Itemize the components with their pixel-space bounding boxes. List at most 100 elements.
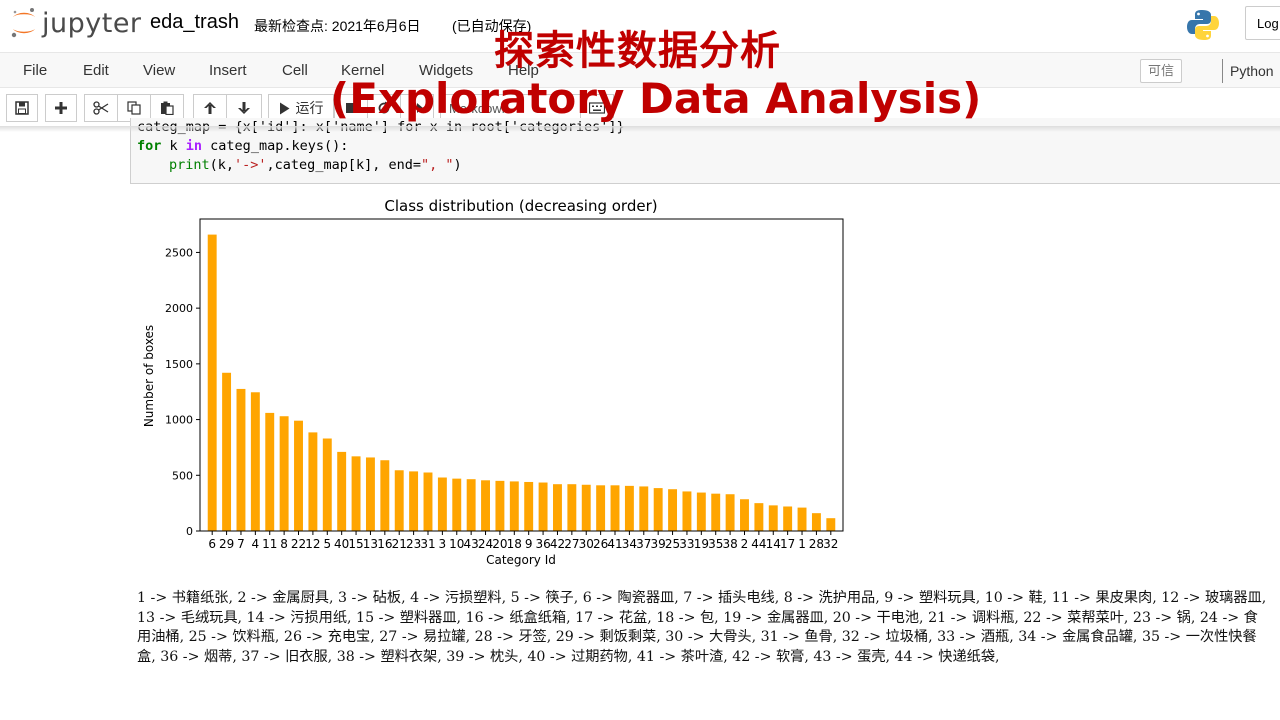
save-button[interactable] <box>6 94 38 122</box>
copy-button[interactable] <box>117 94 151 122</box>
x-axis-label: Category Id <box>486 553 556 567</box>
jupyter-logo[interactable]: jupyter <box>10 6 142 40</box>
arrow-up-icon <box>204 102 216 114</box>
x-tick-label: 23 <box>406 537 421 551</box>
jupyter-logo-text: jupyter <box>42 7 142 39</box>
bar-37 <box>639 486 649 531</box>
restart-icon <box>378 101 390 114</box>
arrow-down-icon <box>238 102 250 114</box>
overlay-subtitle: (Exploratory Data Analysis) <box>330 74 982 123</box>
bar-34 <box>624 485 634 531</box>
paste-icon <box>161 101 174 115</box>
paste-button[interactable] <box>150 94 184 122</box>
play-icon <box>279 102 289 114</box>
y-tick-label: 2000 <box>165 302 193 315</box>
insert-cell-button[interactable] <box>45 94 77 122</box>
menubar: File Edit View Insert Cell Kernel Widget… <box>0 52 1280 88</box>
bar-10 <box>452 478 462 531</box>
bar-28 <box>811 513 821 531</box>
bar-6 <box>207 234 217 531</box>
x-tick-label: 35 <box>708 537 723 551</box>
plus-icon <box>55 102 67 114</box>
cut-button[interactable] <box>84 94 118 122</box>
python-logo-icon <box>1187 10 1219 40</box>
menu-widgets[interactable]: Widgets <box>419 62 474 79</box>
logout-button[interactable]: Log <box>1245 6 1280 40</box>
menu-view[interactable]: View <box>143 62 176 79</box>
bar-7 <box>236 388 246 531</box>
bar-3 <box>437 477 447 531</box>
checkpoint-status: 最新检查点: 2021年6月6日 <box>254 18 421 34</box>
x-tick-label: 3 <box>439 537 447 551</box>
y-tick-label: 0 <box>186 525 193 538</box>
x-tick-label: 29 <box>219 537 234 551</box>
y-tick-label: 1500 <box>165 358 193 371</box>
plot-frame <box>199 218 844 532</box>
menu-help[interactable]: Help <box>508 62 539 79</box>
notebook-name[interactable]: eda_trash <box>150 11 239 33</box>
keyboard-icon <box>589 102 605 114</box>
bar-39 <box>653 488 663 531</box>
y-axis-label: Number of boxes <box>142 325 156 427</box>
code-text: ) <box>453 157 462 173</box>
x-tick-label: 10 <box>449 537 464 551</box>
x-tick-label: 43 <box>464 537 479 551</box>
y-tick-label: 1000 <box>165 414 193 427</box>
kernel-indicator[interactable]: Python <box>1222 59 1274 83</box>
run-button[interactable]: 运行 <box>268 94 334 122</box>
x-tick-label: 44 <box>751 537 766 551</box>
x-tick-label: 16 <box>377 537 392 551</box>
x-tick-label: 27 <box>564 537 579 551</box>
x-tick-label: 33 <box>679 537 694 551</box>
bar-42 <box>553 484 562 531</box>
x-tick-label: 18 <box>507 537 522 551</box>
x-tick-label: 21 <box>392 537 407 551</box>
code-string: '->' <box>234 157 267 173</box>
bar-27 <box>567 484 577 531</box>
bar-44 <box>754 503 764 531</box>
trusted-indicator[interactable]: 可信 <box>1140 59 1182 83</box>
bar-8 <box>279 416 289 531</box>
x-tick-label: 31 <box>420 537 435 551</box>
x-tick-label: 13 <box>363 537 378 551</box>
bar-9 <box>524 481 534 531</box>
bar-23 <box>409 471 419 531</box>
x-tick-label: 9 <box>525 537 533 551</box>
bar-19 <box>696 492 706 531</box>
bar-30 <box>581 484 591 531</box>
menu-cell[interactable]: Cell <box>282 62 308 79</box>
code-text: ,categ_map[k], end= <box>266 157 421 173</box>
x-tick-label: 7 <box>237 537 245 551</box>
menu-kernel[interactable]: Kernel <box>341 62 385 79</box>
y-ticks-group: 0 500 1000 1500 2000 2500 <box>165 246 200 538</box>
x-tick-label: 41 <box>607 537 622 551</box>
chart-output: Class distribution (decreasing order) Ca… <box>138 192 850 568</box>
y-tick-label: 2500 <box>165 246 193 259</box>
code-keyword-in: in <box>185 138 203 154</box>
command-palette-button[interactable] <box>580 94 614 122</box>
menu-insert[interactable]: Insert <box>209 62 247 79</box>
x-tick-label: 42 <box>550 537 565 551</box>
restart-run-all-button[interactable] <box>400 94 434 122</box>
save-icon <box>15 101 29 115</box>
x-tick-label: 24 <box>478 537 493 551</box>
code-text: k <box>161 138 186 154</box>
bar-chart: Class distribution (decreasing order) Ca… <box>142 197 844 567</box>
bar-26 <box>596 485 606 531</box>
bar-4 <box>250 392 260 531</box>
code-string: ", " <box>420 157 454 173</box>
x-tick-label: 36 <box>535 537 550 551</box>
bar-38 <box>725 494 735 531</box>
cell-type-select[interactable]: Markdown <box>440 94 590 122</box>
code-line-2: for k in categ_map.keys(): <box>137 138 348 154</box>
x-tick-label: 19 <box>694 537 709 551</box>
menu-file[interactable]: File <box>23 62 48 79</box>
overlay-title: 探索性数据分析 <box>494 28 781 74</box>
move-down-button[interactable] <box>226 94 262 122</box>
menu-edit[interactable]: Edit <box>83 62 109 79</box>
x-tick-label: 15 <box>348 537 363 551</box>
x-tick-label: 34 <box>622 537 637 551</box>
bar-41 <box>610 485 620 531</box>
restart-button[interactable] <box>367 94 401 122</box>
bar-36 <box>538 482 548 531</box>
